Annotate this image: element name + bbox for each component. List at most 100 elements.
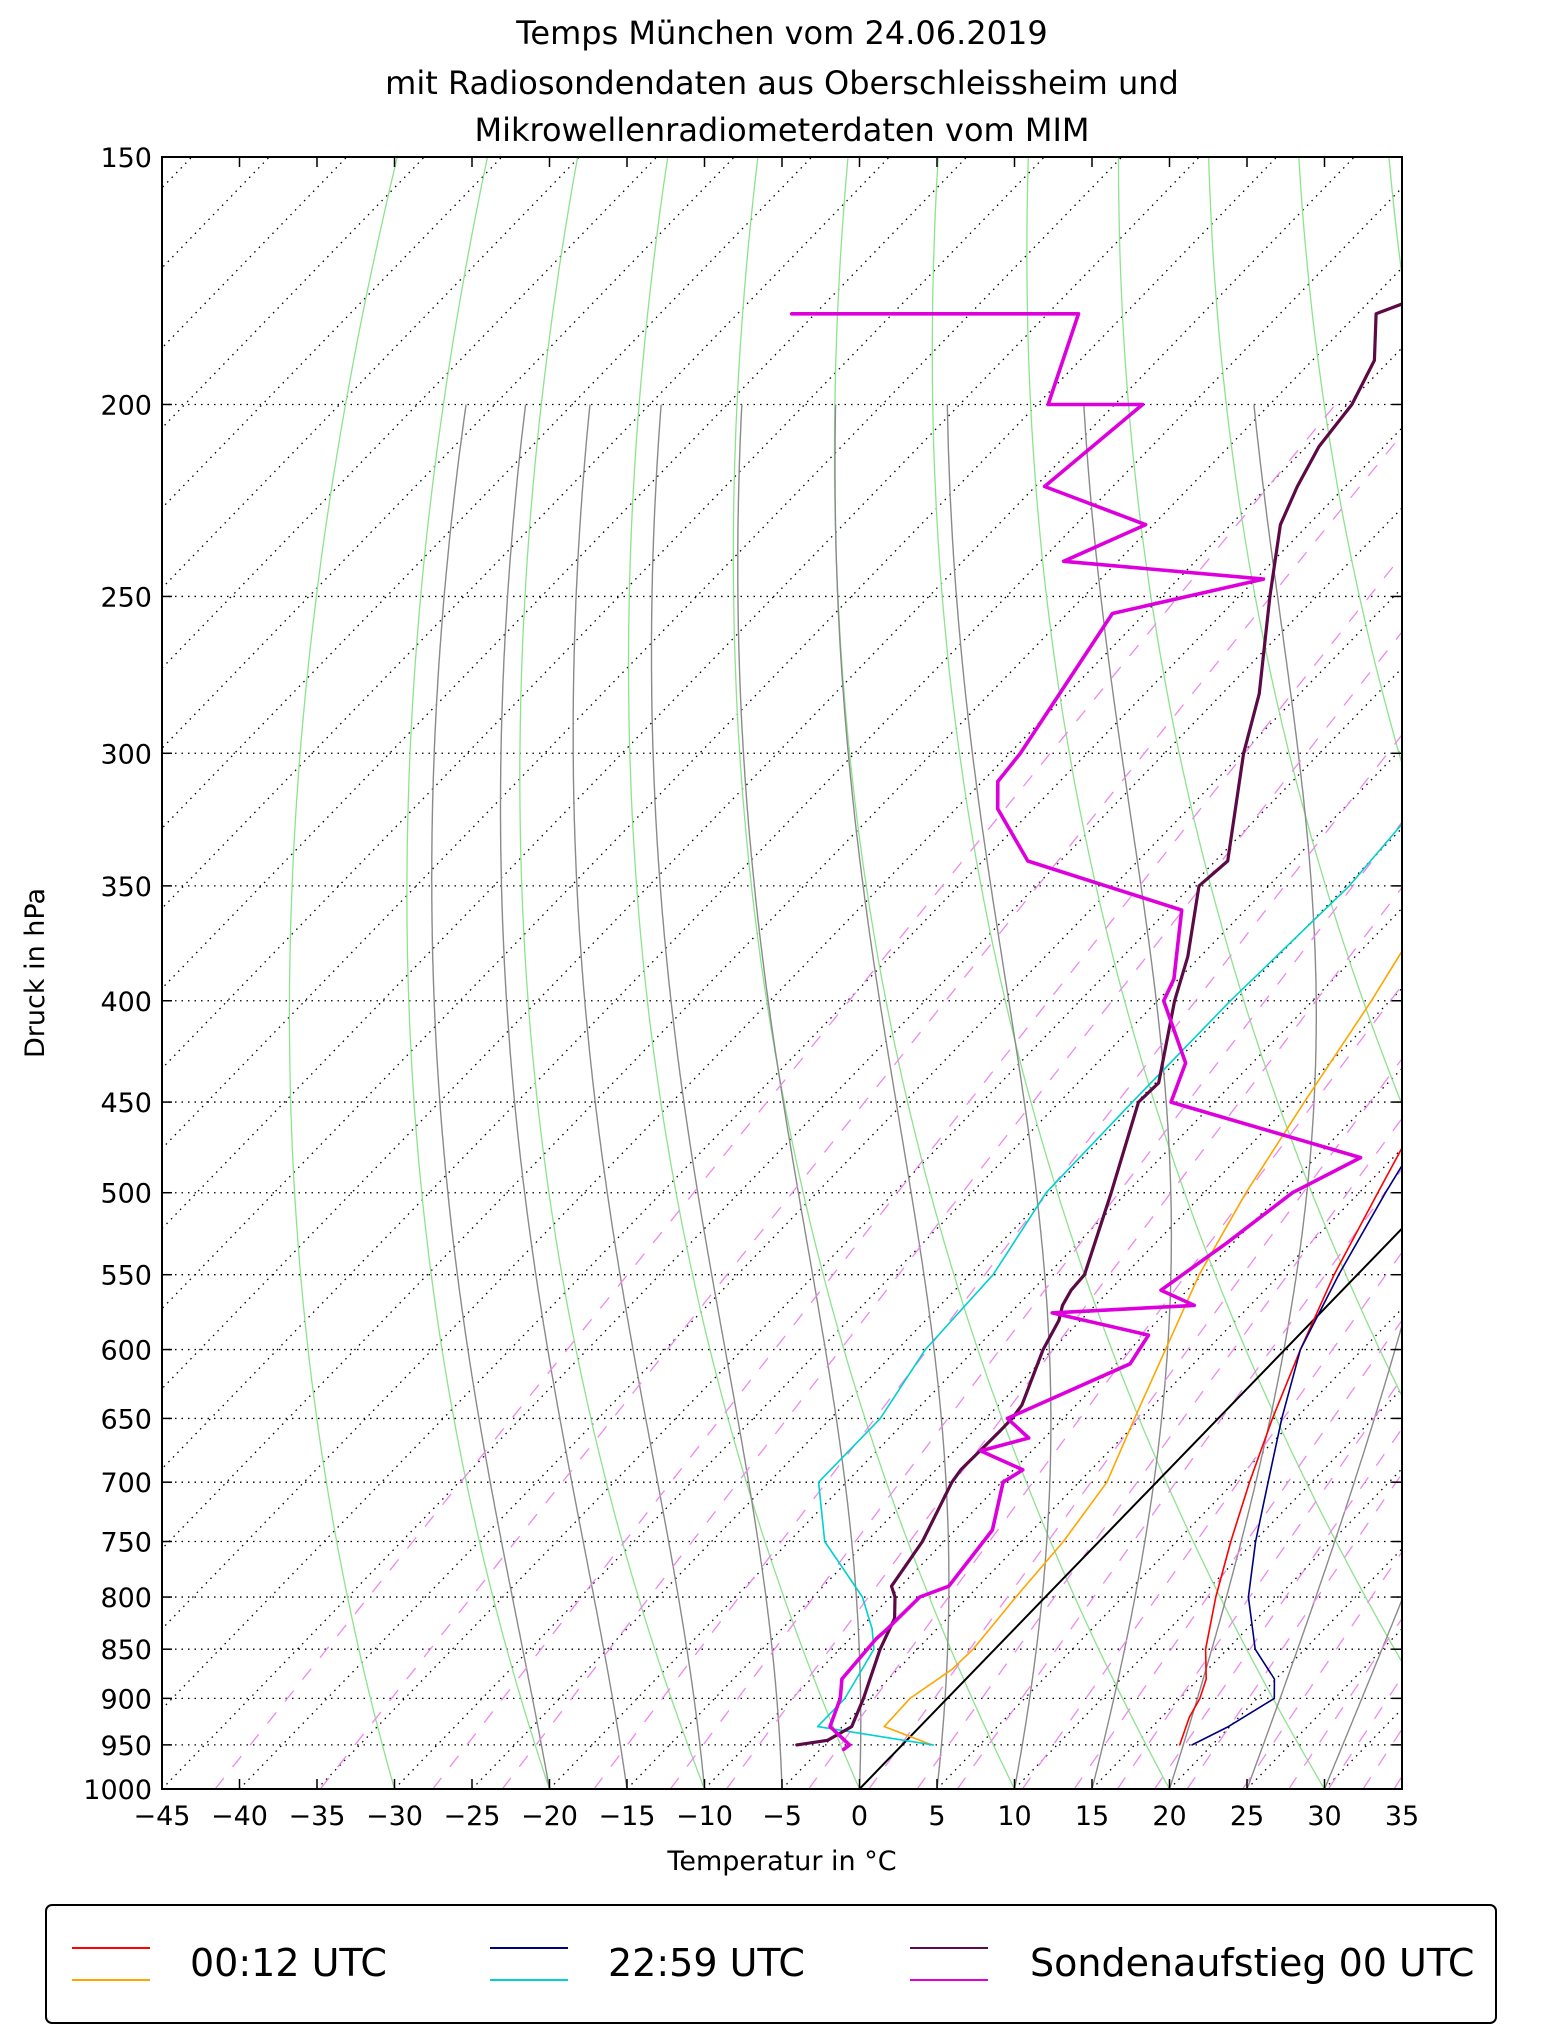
mixing-ratio-line (1186, 1472, 1402, 1789)
mixing-ratio-line (916, 1117, 1402, 1789)
isotherm (162, 157, 813, 830)
mixing-ratio-line (1021, 1251, 1402, 1789)
isotherm (162, 157, 1278, 1310)
series-line-3 (1191, 1164, 1402, 1746)
mixing-ratio-line (1327, 1675, 1402, 1789)
isotherm (162, 157, 1200, 1230)
dry-adiabat (1117, 157, 1402, 1398)
y-tick-label: 800 (100, 1583, 152, 1614)
dry-adiabat (627, 157, 861, 1789)
isotherm (162, 157, 1355, 1390)
isotherm (162, 157, 1123, 1150)
series-line-2 (883, 949, 1402, 1746)
x-tick-label: 25 (1230, 1801, 1264, 1832)
mixing-ratio-line (501, 630, 1402, 1789)
dry-adiabat (1388, 157, 1402, 281)
isotherm (162, 157, 503, 509)
chart-title-line-3: Mikrowellenradiometerdaten vom MIM (474, 111, 1089, 149)
moist-adiabat (650, 404, 783, 1789)
series-line-1 (1178, 1146, 1402, 1746)
isotherm (162, 157, 580, 590)
y-tick-label: 1000 (83, 1775, 152, 1806)
dry-adiabat (931, 157, 1326, 1789)
isotherm (859, 1227, 1402, 1789)
y-tick-label: 700 (100, 1468, 152, 1499)
chart-title-line-2: mit Radiosondendaten aus Oberschleisshei… (385, 64, 1179, 102)
dry-adiabat (1207, 157, 1402, 1107)
series-line-4 (816, 822, 1402, 1746)
x-tick-label: 30 (1307, 1801, 1341, 1832)
isotherm (1480, 157, 1542, 1789)
moist-adiabat (1168, 404, 1317, 1789)
x-tick-label: −25 (444, 1801, 501, 1832)
isotherm (162, 157, 890, 910)
isotherm (162, 157, 1045, 1070)
isotherm (162, 186, 1402, 1470)
dry-adiabat (1479, 157, 1542, 1789)
mixing-ratio-line (1470, 405, 1542, 1790)
x-tick-label: −5 (762, 1801, 802, 1832)
mixing-ratio-line (1362, 1728, 1402, 1789)
y-tick-label: 150 (100, 143, 152, 174)
series-line-6 (789, 312, 1363, 1752)
y-tick-label: 500 (100, 1179, 152, 1210)
isotherm (162, 266, 1402, 1550)
moist-adiabat (431, 404, 551, 1789)
dry-adiabat (406, 157, 551, 1789)
mixing-ratio-line (319, 433, 1402, 1789)
mixing-ratio-line (1116, 1376, 1402, 1789)
y-tick-label: 900 (100, 1684, 152, 1715)
isotherm (316, 667, 1402, 1789)
x-tick-label: −30 (366, 1801, 423, 1832)
isotherm (1324, 1708, 1402, 1789)
plot-frame (161, 156, 1403, 1790)
mixing-ratio-line (956, 1167, 1402, 1789)
moist-adiabat (572, 404, 706, 1789)
zero-isotherm (858, 1227, 1402, 1789)
tick-layer: −45 −40 −35 −30 −25 −20 −15 −10 −5 0 5 10 15 20 25 30 35… (83, 143, 1419, 1832)
isotherm (162, 157, 348, 349)
moist-adiabat (1323, 1597, 1402, 1789)
legend-label-0012: 00:12 UTC (190, 1941, 387, 1985)
x-tick-label: −45 (134, 1801, 191, 1832)
dry-adiabat (732, 157, 1016, 1789)
isotherm (549, 907, 1402, 1789)
x-axis-label: Temperatur in °C (666, 1846, 896, 1877)
chart-title-line-1: Temps München vom 24.06.2019 (515, 14, 1047, 52)
moist-adiabat (834, 404, 950, 1789)
isotherm (1014, 1387, 1402, 1789)
x-tick-label: −35 (289, 1801, 346, 1832)
isotherm (1246, 1627, 1402, 1789)
x-tick-label: 15 (1075, 1801, 1109, 1832)
x-tick-label: 10 (997, 1801, 1031, 1832)
y-tick-label: 850 (100, 1635, 152, 1666)
y-axis-label: Druck in hPa (20, 888, 51, 1058)
mixing-ratio-line (808, 984, 1402, 1789)
isotherm (936, 1307, 1402, 1789)
mixing-ratio-line (1288, 1617, 1402, 1789)
mixing-ratio-line (1422, 405, 1542, 1790)
mixing-ratio-line (214, 404, 1337, 1789)
y-tick-label: 450 (100, 1088, 152, 1119)
y-tick-label: 950 (100, 1731, 152, 1762)
legend-frame (45, 1904, 1497, 2024)
y-tick-label: 750 (100, 1528, 152, 1559)
isotherm (1401, 1788, 1402, 1789)
isotherm (0, 157, 114, 1789)
moist-adiabat (1083, 404, 1173, 1789)
mixing-ratio-line (432, 554, 1402, 1789)
y-tick-label: 300 (100, 739, 152, 770)
y-tick-label: 350 (100, 872, 152, 903)
dry-adiabat (1026, 157, 1402, 1664)
moist-adiabat (499, 404, 628, 1789)
mixing-ratio-line (1154, 1427, 1402, 1789)
mixing-ratio-line (1393, 1775, 1402, 1789)
isotherm (471, 827, 1402, 1789)
mixing-ratio-line (1512, 405, 1542, 1790)
x-tick-label: −20 (521, 1801, 578, 1832)
y-tick-label: 250 (100, 582, 152, 613)
y-tick-label: 200 (100, 390, 152, 421)
mixing-ratio-line (868, 1057, 1402, 1789)
legend-label-sonde: Sondenaufstieg 00 UTC (1030, 1941, 1474, 1985)
moist-adiabat (1246, 1322, 1402, 1789)
